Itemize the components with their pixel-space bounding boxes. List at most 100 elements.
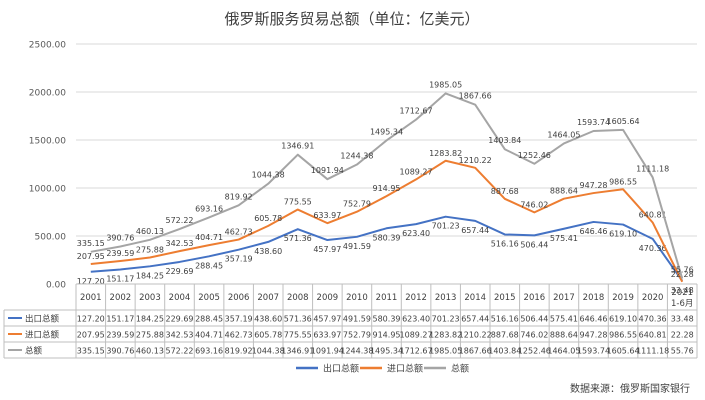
table-cell: 33.48 bbox=[671, 315, 694, 324]
legend-label: 出口总额 bbox=[323, 363, 359, 375]
table-row-header: 出口总额 bbox=[25, 314, 60, 325]
y-tick-label: 1000.00 bbox=[29, 185, 66, 195]
table-cell: 1605.64 bbox=[607, 347, 640, 356]
table-cell: 888.64 bbox=[550, 331, 578, 340]
table-cell: 1111.18 bbox=[636, 347, 669, 356]
data-label: 460.13 bbox=[136, 227, 164, 236]
y-axis: 0.00 500.00 1000.00 1500.00 2000.00 2500.00 bbox=[29, 41, 66, 291]
table-cell: 619.10 bbox=[609, 315, 637, 324]
x-tick-label: 2019 bbox=[612, 293, 634, 303]
data-label: 701.23 bbox=[432, 222, 460, 231]
data-label: 819.92 bbox=[225, 192, 253, 201]
table-cell: 571.36 bbox=[284, 315, 312, 324]
table-cell: 572.22 bbox=[166, 347, 194, 356]
data-label: 462.73 bbox=[225, 228, 253, 237]
data-label: 288.45 bbox=[195, 261, 223, 270]
table-cell: 506.44 bbox=[520, 315, 548, 324]
table-cell: 404.71 bbox=[195, 331, 223, 340]
x-tick-label: 2010 bbox=[346, 293, 368, 303]
data-label: 1091.94 bbox=[311, 166, 344, 175]
data-label: 646.46 bbox=[580, 227, 608, 236]
table-cell: 1346.91 bbox=[281, 347, 314, 356]
data-label: 335.15 bbox=[77, 239, 105, 248]
table-cell: 1089.27 bbox=[400, 331, 433, 340]
table-cell: 462.73 bbox=[225, 331, 253, 340]
table-cell: 640.81 bbox=[639, 331, 667, 340]
data-label: 1244.38 bbox=[340, 152, 373, 161]
table-cell: 701.23 bbox=[432, 315, 460, 324]
x-tick-label: 2011 bbox=[376, 293, 398, 303]
table-cell: 239.59 bbox=[106, 331, 134, 340]
data-label: 986.55 bbox=[609, 177, 637, 186]
table-cell: 1091.94 bbox=[311, 347, 344, 356]
table-row-header: 进口总额 bbox=[25, 330, 60, 341]
legend: 出口总额 进口总额 总额 bbox=[296, 363, 469, 375]
y-tick-label: 500.00 bbox=[35, 233, 67, 243]
data-label: 22.28 bbox=[671, 270, 694, 279]
table-cell: 580.39 bbox=[373, 315, 401, 324]
data-label: 438.60 bbox=[254, 247, 282, 256]
data-label: 55.76 bbox=[671, 266, 694, 275]
x-tick-label: 2005 bbox=[198, 293, 220, 303]
table-cell: 457.97 bbox=[313, 315, 341, 324]
table-cell: 151.17 bbox=[106, 315, 134, 324]
legend-label: 进口总额 bbox=[387, 363, 423, 375]
data-label: 1464.05 bbox=[547, 130, 580, 139]
data-label: 888.64 bbox=[550, 187, 578, 196]
data-label: 470.36 bbox=[639, 244, 667, 253]
table-cell: 1495.34 bbox=[370, 347, 403, 356]
table-cell: 184.25 bbox=[136, 315, 164, 324]
table-cell: 575.41 bbox=[550, 315, 578, 324]
table-cell: 887.68 bbox=[491, 331, 519, 340]
data-label: 575.41 bbox=[550, 234, 578, 243]
table-row-header: 总额 bbox=[25, 346, 43, 357]
data-label: 516.16 bbox=[491, 239, 519, 248]
data-label: 1111.18 bbox=[636, 164, 669, 173]
data-label: 229.69 bbox=[166, 267, 194, 276]
table-cell: 1593.74 bbox=[577, 347, 610, 356]
data-label: 127.20 bbox=[77, 277, 105, 286]
data-label: 693.16 bbox=[195, 204, 223, 213]
data-label: 623.40 bbox=[402, 229, 430, 238]
data-label: 1252.46 bbox=[518, 151, 551, 160]
data-label: 390.76 bbox=[106, 233, 134, 242]
table-cell: 127.20 bbox=[77, 315, 105, 324]
data-label: 746.02 bbox=[520, 200, 548, 209]
data-label: 640.81 bbox=[639, 210, 667, 219]
data-label: 491.59 bbox=[343, 242, 371, 251]
table-cell: 1210.22 bbox=[459, 331, 492, 340]
table-cell: 1403.84 bbox=[488, 347, 521, 356]
y-tick-label: 1500.00 bbox=[29, 137, 66, 147]
data-label: 207.95 bbox=[77, 252, 105, 261]
table-cell: 947.28 bbox=[580, 331, 608, 340]
table-cell: 1712.67 bbox=[400, 347, 433, 356]
x-tick-label: 2006 bbox=[228, 293, 250, 303]
table-cell: 516.16 bbox=[491, 315, 519, 324]
data-label: 1044.38 bbox=[252, 171, 285, 180]
table-cell: 623.40 bbox=[402, 315, 430, 324]
data-label: 151.17 bbox=[106, 274, 134, 283]
x-tick-label: 2012 bbox=[405, 293, 427, 303]
data-label: 275.88 bbox=[136, 246, 164, 255]
data-label: 572.22 bbox=[166, 216, 194, 225]
data-label: 1712.67 bbox=[400, 107, 433, 116]
data-label: 605.78 bbox=[254, 214, 282, 223]
y-tick-label: 2500.00 bbox=[29, 41, 66, 51]
x-tick-label: 2004 bbox=[169, 293, 191, 303]
table-cell: 693.16 bbox=[195, 347, 223, 356]
data-label: 1346.91 bbox=[281, 142, 314, 151]
table-cell: 633.97 bbox=[313, 331, 341, 340]
data-label: 506.44 bbox=[520, 240, 548, 249]
x-tick-label: 2018 bbox=[583, 293, 605, 303]
data-label: 33.48 bbox=[671, 286, 694, 295]
table-cell: 1044.38 bbox=[252, 347, 285, 356]
source-note: 数据来源：俄罗斯国家银行 bbox=[570, 382, 690, 395]
data-label: 1593.74 bbox=[577, 118, 610, 127]
table-cell: 342.53 bbox=[166, 331, 194, 340]
table-cell: 819.92 bbox=[225, 347, 253, 356]
table-cell: 229.69 bbox=[166, 315, 194, 324]
data-label: 1867.66 bbox=[459, 92, 492, 101]
table-cell: 1464.05 bbox=[547, 347, 580, 356]
data-label: 1283.82 bbox=[429, 149, 462, 158]
